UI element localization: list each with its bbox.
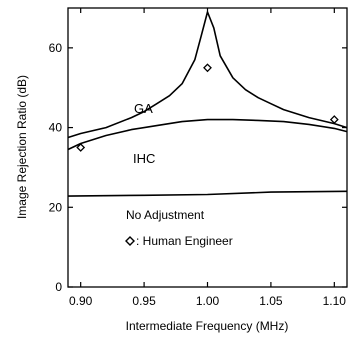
no-adjustment-label: No Adjustment (126, 208, 205, 222)
series-line-ga (67, 11, 348, 139)
x-axis-title: Intermediate Frequency (MHz) (126, 319, 289, 333)
series-line-ihc (67, 118, 348, 151)
x-tick-label: 1.00 (196, 294, 220, 308)
ga-label: GA (134, 101, 153, 116)
legend-human-engineer-text: : Human Engineer (136, 234, 233, 248)
human-engineer-marker (329, 115, 339, 125)
y-tick-label: 60 (49, 41, 63, 55)
human-engineer-marker (76, 143, 86, 152)
x-tick-label: 0.95 (132, 294, 156, 308)
x-tick-label: 1.10 (323, 294, 347, 308)
human-engineer-marker (203, 63, 212, 73)
y-tick-label: 20 (49, 200, 63, 214)
y-tick-label: 0 (55, 280, 62, 294)
axis-ticks: 0.90 0.95 1.00 1.05 1.10 0 20 40 60 (49, 8, 347, 308)
x-tick-label: 1.05 (259, 294, 283, 308)
legend-diamond-marker (125, 236, 135, 246)
y-axis-title: Image Rejection Ratio (dB) (15, 75, 29, 219)
x-tick-label: 0.90 (69, 294, 93, 308)
y-tick-label: 40 (49, 121, 63, 135)
series-line-no-adjustment (67, 190, 348, 197)
series-lines (67, 11, 348, 197)
ihc-label: IHC (133, 151, 155, 166)
human-engineer-markers (76, 63, 339, 152)
